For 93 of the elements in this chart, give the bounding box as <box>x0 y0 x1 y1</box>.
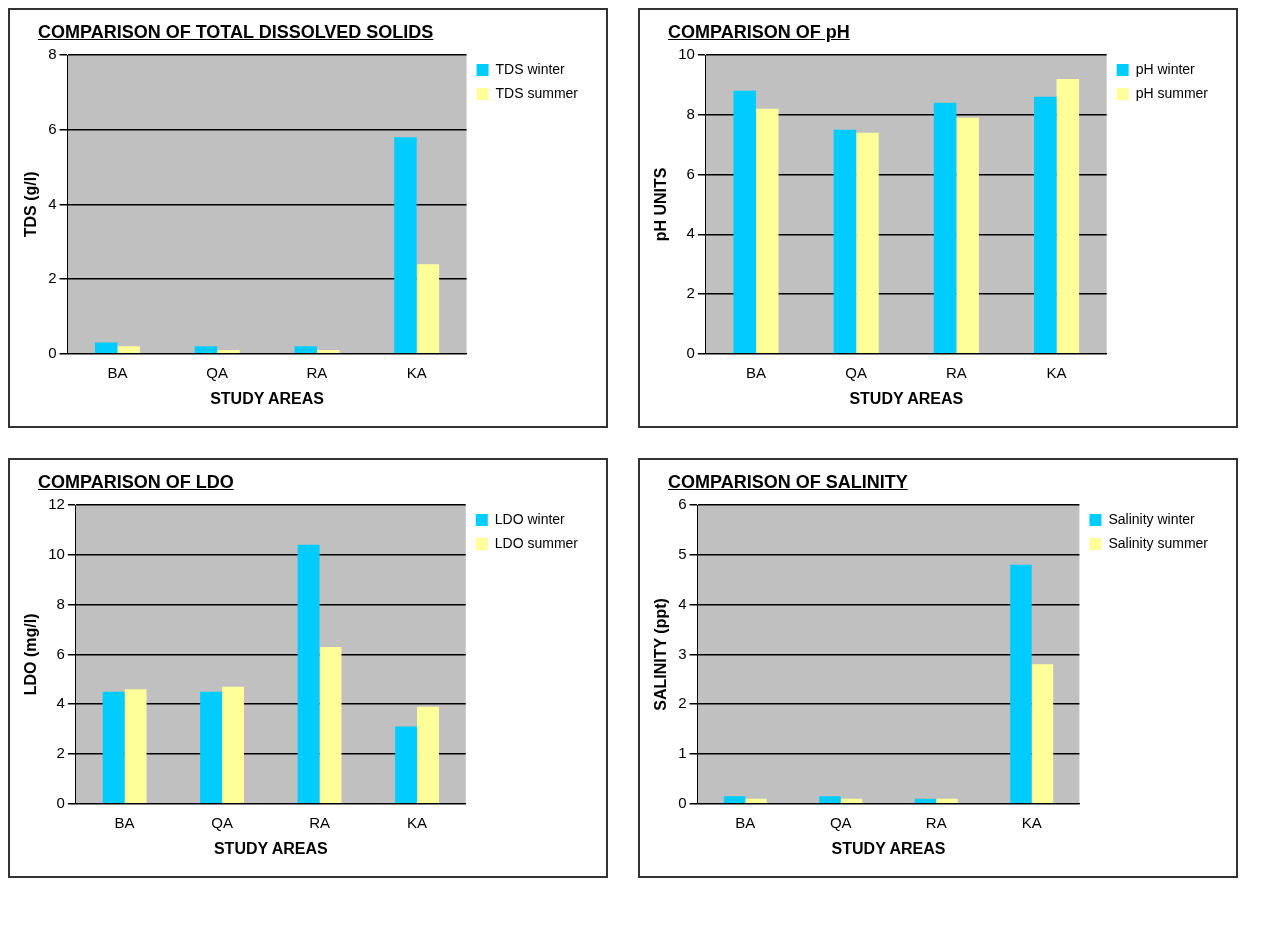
bar <box>856 132 879 354</box>
bar <box>914 798 937 804</box>
bar <box>840 798 863 804</box>
bar <box>733 90 756 354</box>
y-tick-label: 8 <box>686 104 695 122</box>
bar <box>723 796 746 804</box>
legend-label: pH summer <box>1135 84 1209 101</box>
y-tick-label: 10 <box>678 45 695 63</box>
y-tick-label: 6 <box>678 495 687 513</box>
y-tick-label: 12 <box>48 495 65 513</box>
chart-title: COMPARISON OF SALINITY <box>668 472 909 493</box>
y-tick-label: 0 <box>56 793 65 811</box>
y-tick-label: 4 <box>686 224 695 242</box>
y-tick-label: 2 <box>48 269 57 287</box>
x-tick-label: QA <box>829 813 852 831</box>
legend-label: Salinity summer <box>1108 534 1209 551</box>
y-tick-label: 2 <box>56 744 65 762</box>
legend-label: LDO winter <box>494 510 566 527</box>
y-tick-label: 4 <box>56 694 65 712</box>
bar <box>833 129 857 354</box>
bar <box>222 686 245 804</box>
bar <box>819 796 841 804</box>
y-tick-label: 8 <box>56 594 65 612</box>
y-axis-title: TDS (g/l) <box>22 171 40 238</box>
legend-label: TDS winter <box>495 60 566 77</box>
y-tick-label: 8 <box>48 45 57 63</box>
bar <box>102 691 125 804</box>
bar <box>297 544 320 804</box>
bar <box>217 350 240 354</box>
y-tick-label: 0 <box>686 343 695 361</box>
bar <box>956 117 979 354</box>
y-axis-title: SALINITY (ppt) <box>652 598 670 711</box>
x-axis-title: STUDY AREAS <box>213 839 329 857</box>
y-tick-label: 1 <box>678 744 687 762</box>
bar <box>200 691 223 804</box>
y-tick-label: 6 <box>686 164 695 182</box>
y-tick-label: 0 <box>678 793 687 811</box>
x-tick-label: KA <box>1046 363 1067 381</box>
bar <box>117 346 140 354</box>
y-tick-label: 2 <box>686 284 695 302</box>
bar <box>936 798 958 804</box>
x-tick-label: RA <box>945 363 967 381</box>
x-axis-title: STUDY AREAS <box>849 389 964 407</box>
bar <box>194 346 218 354</box>
bar <box>394 137 417 354</box>
bar <box>1010 564 1032 804</box>
x-tick-label: KA <box>407 813 428 831</box>
x-tick-label: RA <box>925 813 947 831</box>
y-tick-label: 10 <box>48 544 65 562</box>
x-tick-label: BA <box>735 813 756 831</box>
y-axis-title: pH UNITS <box>652 167 670 242</box>
x-tick-label: QA <box>211 813 233 831</box>
bar <box>755 108 779 354</box>
x-axis-title: STUDY AREAS <box>831 839 946 857</box>
bar <box>124 689 147 804</box>
y-tick-label: 3 <box>678 644 687 662</box>
bar <box>395 726 418 804</box>
y-tick-label: 6 <box>48 119 57 137</box>
bar <box>417 706 439 804</box>
x-axis-title: STUDY AREAS <box>210 389 325 407</box>
x-tick-label: BA <box>107 363 128 381</box>
x-tick-label: RA <box>309 813 330 831</box>
chart-title: COMPARISON OF pH <box>668 22 851 43</box>
x-tick-label: KA <box>406 363 427 381</box>
bar <box>1034 96 1057 354</box>
y-tick-label: 4 <box>678 594 687 612</box>
bar <box>319 646 342 804</box>
chart-title: COMPARISON OF LDO <box>38 472 235 493</box>
x-tick-label: QA <box>845 363 868 381</box>
x-tick-label: BA <box>745 363 766 381</box>
bar <box>1056 78 1080 354</box>
bar <box>94 342 118 354</box>
y-tick-label: 6 <box>56 644 65 662</box>
legend-label: pH winter <box>1135 60 1196 77</box>
chart-title: COMPARISON OF TOTAL DISSOLVED SOLIDS <box>38 22 435 43</box>
bar <box>1031 664 1054 804</box>
bar <box>933 102 957 354</box>
y-tick-label: 2 <box>678 694 687 712</box>
legend-label: LDO summer <box>494 534 579 551</box>
legend-label: TDS summer <box>495 84 579 101</box>
bar <box>316 350 340 354</box>
y-axis-title: LDO (mg/l) <box>22 613 40 696</box>
y-tick-label: 4 <box>48 194 57 212</box>
x-tick-label: RA <box>306 363 328 381</box>
legend-label: Salinity winter <box>1108 510 1196 527</box>
bar <box>294 346 317 354</box>
x-tick-label: BA <box>114 813 135 831</box>
bar <box>416 264 440 354</box>
y-tick-label: 0 <box>48 343 57 361</box>
y-tick-label: 5 <box>678 544 687 562</box>
x-tick-label: QA <box>206 363 229 381</box>
x-tick-label: KA <box>1021 813 1042 831</box>
bar <box>745 798 767 804</box>
